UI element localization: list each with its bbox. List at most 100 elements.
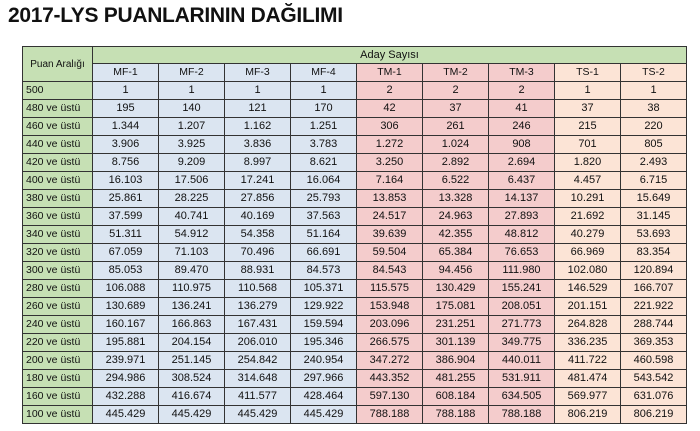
table-cell: 349.775 — [488, 333, 555, 352]
table-row: 160 ve üstü 432.288 416.674 411.577 428.464 5… — [22, 387, 687, 406]
table-cell: 2 — [356, 81, 423, 100]
table-cell: 76.653 — [488, 243, 555, 262]
table-cell: 102.080 — [554, 261, 621, 280]
table-row: 100 ve üstü 445.429 445.429 445.429 445.429 7… — [22, 405, 687, 424]
table-row: 300 ve üstü 85.053 89.470 88.931 84.573 84.54… — [22, 261, 687, 280]
table-cell: 6.522 — [422, 171, 489, 190]
page-title: 2017-LYS PUANLARININ DAĞILIMI — [8, 4, 343, 27]
table-cell: 27.856 — [224, 189, 291, 208]
column-header: TM-2 — [422, 63, 489, 82]
table-cell: 386.904 — [422, 351, 489, 370]
row-label: 260 ve üstü — [22, 297, 93, 316]
table-cell: 2.694 — [488, 153, 555, 172]
table-cell: 445.429 — [158, 405, 225, 424]
table-cell: 129.922 — [290, 297, 357, 316]
table-cell: 136.241 — [158, 297, 225, 316]
table-cell: 13.853 — [356, 189, 423, 208]
table-cell: 445.429 — [92, 405, 159, 424]
table-cell: 221.922 — [620, 297, 687, 316]
table-cell: 1.344 — [92, 117, 159, 136]
header-puan-araligi: Puan Aralığı — [22, 46, 93, 82]
table-cell: 201.151 — [554, 297, 621, 316]
column-header: TS-1 — [554, 63, 621, 82]
table-cell: 17.506 — [158, 171, 225, 190]
table-cell: 314.648 — [224, 369, 291, 388]
table-cell: 288.744 — [620, 315, 687, 334]
row-label: 160 ve üstü — [22, 387, 93, 406]
table-row: 420 ve üstü 8.756 9.209 8.997 8.621 3.250 2.89… — [22, 153, 687, 172]
row-label: 360 ve üstü — [22, 207, 93, 226]
table-row: 460 ve üstü 1.344 1.207 1.162 1.251 306 261 246… — [22, 117, 687, 136]
table-cell: 15.649 — [620, 189, 687, 208]
table-row: 440 ve üstü 3.906 3.925 3.836 3.783 1.272 1.02… — [22, 135, 687, 154]
table-cell: 2.892 — [422, 153, 489, 172]
table-cell: 788.188 — [488, 405, 555, 424]
table-cell: 608.184 — [422, 387, 489, 406]
table-cell: 7.164 — [356, 171, 423, 190]
table-cell: 121 — [224, 99, 291, 118]
table-cell: 805 — [620, 135, 687, 154]
table-cell: 369.353 — [620, 333, 687, 352]
row-label: 100 ve üstü — [22, 405, 93, 424]
row-label: 460 ve üstü — [22, 117, 93, 136]
table-cell: 167.431 — [224, 315, 291, 334]
table-cell: 6.437 — [488, 171, 555, 190]
table-cell: 111.980 — [488, 261, 555, 280]
table-cell: 140 — [158, 99, 225, 118]
table-cell: 239.971 — [92, 351, 159, 370]
table-header: Puan Aralığı Aday Sayısı MF-1 MF-2 MF-3 … — [22, 46, 687, 82]
column-header: MF-2 — [158, 63, 225, 82]
table-cell: 531.911 — [488, 369, 555, 388]
table-cell: 40.279 — [554, 225, 621, 244]
table-cell: 10.291 — [554, 189, 621, 208]
table-row: 500 1 1 1 1 2 2 2 1 1 — [22, 81, 687, 100]
table-cell: 120.894 — [620, 261, 687, 280]
table-cell: 28.225 — [158, 189, 225, 208]
table-cell: 308.524 — [158, 369, 225, 388]
table-cell: 8.621 — [290, 153, 357, 172]
table-cell: 1 — [554, 81, 621, 100]
table-cell: 54.912 — [158, 225, 225, 244]
table-cell: 336.235 — [554, 333, 621, 352]
row-label: 280 ve üstü — [22, 279, 93, 298]
table-row: 360 ve üstü 37.599 40.741 40.169 37.563 24.51… — [22, 207, 687, 226]
table-cell: 347.272 — [356, 351, 423, 370]
table-cell: 264.828 — [554, 315, 621, 334]
table-cell: 6.715 — [620, 171, 687, 190]
row-label: 440 ve üstü — [22, 135, 93, 154]
table-cell: 1.820 — [554, 153, 621, 172]
row-label: 480 ve üstü — [22, 99, 93, 118]
table-cell: 908 — [488, 135, 555, 154]
table-cell: 38 — [620, 99, 687, 118]
table-cell: 54.358 — [224, 225, 291, 244]
row-label: 180 ve üstü — [22, 369, 93, 388]
table-cell: 110.975 — [158, 279, 225, 298]
table-cell: 105.371 — [290, 279, 357, 298]
table-cell: 306 — [356, 117, 423, 136]
table-cell: 130.689 — [92, 297, 159, 316]
table-row: 200 ve üstü 239.971 251.145 254.842 240.954 3… — [22, 351, 687, 370]
table-cell: 71.103 — [158, 243, 225, 262]
table-cell: 24.517 — [356, 207, 423, 226]
table-cell: 543.542 — [620, 369, 687, 388]
table-cell: 1.207 — [158, 117, 225, 136]
table-cell: 48.812 — [488, 225, 555, 244]
score-distribution-table: Puan Aralığı Aday Sayısı MF-1 MF-2 MF-3 … — [22, 46, 687, 424]
column-header: MF-3 — [224, 63, 291, 82]
table-row: 180 ve üstü 294.986 308.524 314.648 297.966 4… — [22, 369, 687, 388]
table-cell: 175.081 — [422, 297, 489, 316]
table-cell: 443.352 — [356, 369, 423, 388]
table-row: 220 ve üstü 195.881 204.154 206.010 195.346 2… — [22, 333, 687, 352]
table-cell: 31.145 — [620, 207, 687, 226]
table-cell: 83.354 — [620, 243, 687, 262]
table-cell: 24.963 — [422, 207, 489, 226]
column-header: TS-2 — [620, 63, 687, 82]
table-cell: 37 — [554, 99, 621, 118]
table-cell: 445.429 — [290, 405, 357, 424]
table-cell: 1 — [290, 81, 357, 100]
row-label: 300 ve üstü — [22, 261, 93, 280]
table-cell: 195 — [92, 99, 159, 118]
table-cell: 2.493 — [620, 153, 687, 172]
table-cell: 66.691 — [290, 243, 357, 262]
table-cell: 39.639 — [356, 225, 423, 244]
